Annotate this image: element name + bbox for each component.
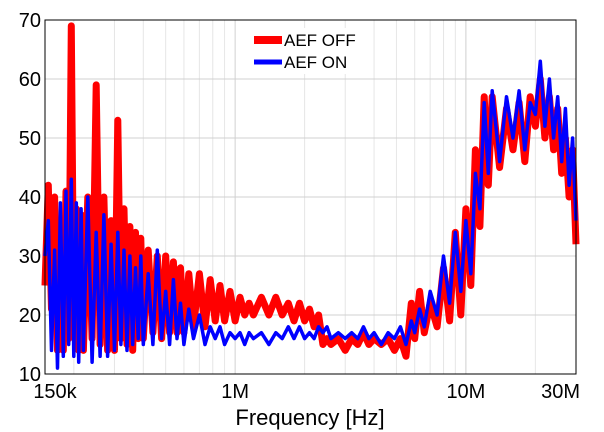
legend-label-aef-off: AEF OFF bbox=[284, 31, 356, 50]
x-tick-labels: 150k 1M 10M 30M bbox=[33, 381, 580, 403]
x-tick-label: 150k bbox=[33, 381, 77, 403]
x-axis-title: Frequency [Hz] bbox=[235, 405, 384, 430]
x-tick-label: 10M bbox=[446, 381, 485, 403]
legend-label-aef-on: AEF ON bbox=[284, 53, 347, 72]
x-tick-label: 1M bbox=[221, 381, 249, 403]
series-line-aef-on bbox=[43, 59, 578, 370]
y-tick-label: 50 bbox=[19, 128, 41, 150]
y-tick-label: 10 bbox=[19, 364, 41, 386]
legend: AEF OFF AEF ON bbox=[246, 28, 370, 74]
series-layer bbox=[41, 22, 580, 370]
y-tick-labels: 10 20 30 40 50 60 70 bbox=[19, 10, 41, 386]
x-tick-label: 30M bbox=[541, 381, 580, 403]
y-tick-label: 60 bbox=[19, 69, 41, 91]
y-tick-label: 20 bbox=[19, 305, 41, 327]
legend-box bbox=[246, 28, 370, 74]
y-tick-label: 30 bbox=[19, 246, 41, 268]
y-tick-label: 40 bbox=[19, 187, 41, 209]
plot-frame bbox=[44, 19, 577, 375]
y-tick-label: 70 bbox=[19, 10, 41, 32]
